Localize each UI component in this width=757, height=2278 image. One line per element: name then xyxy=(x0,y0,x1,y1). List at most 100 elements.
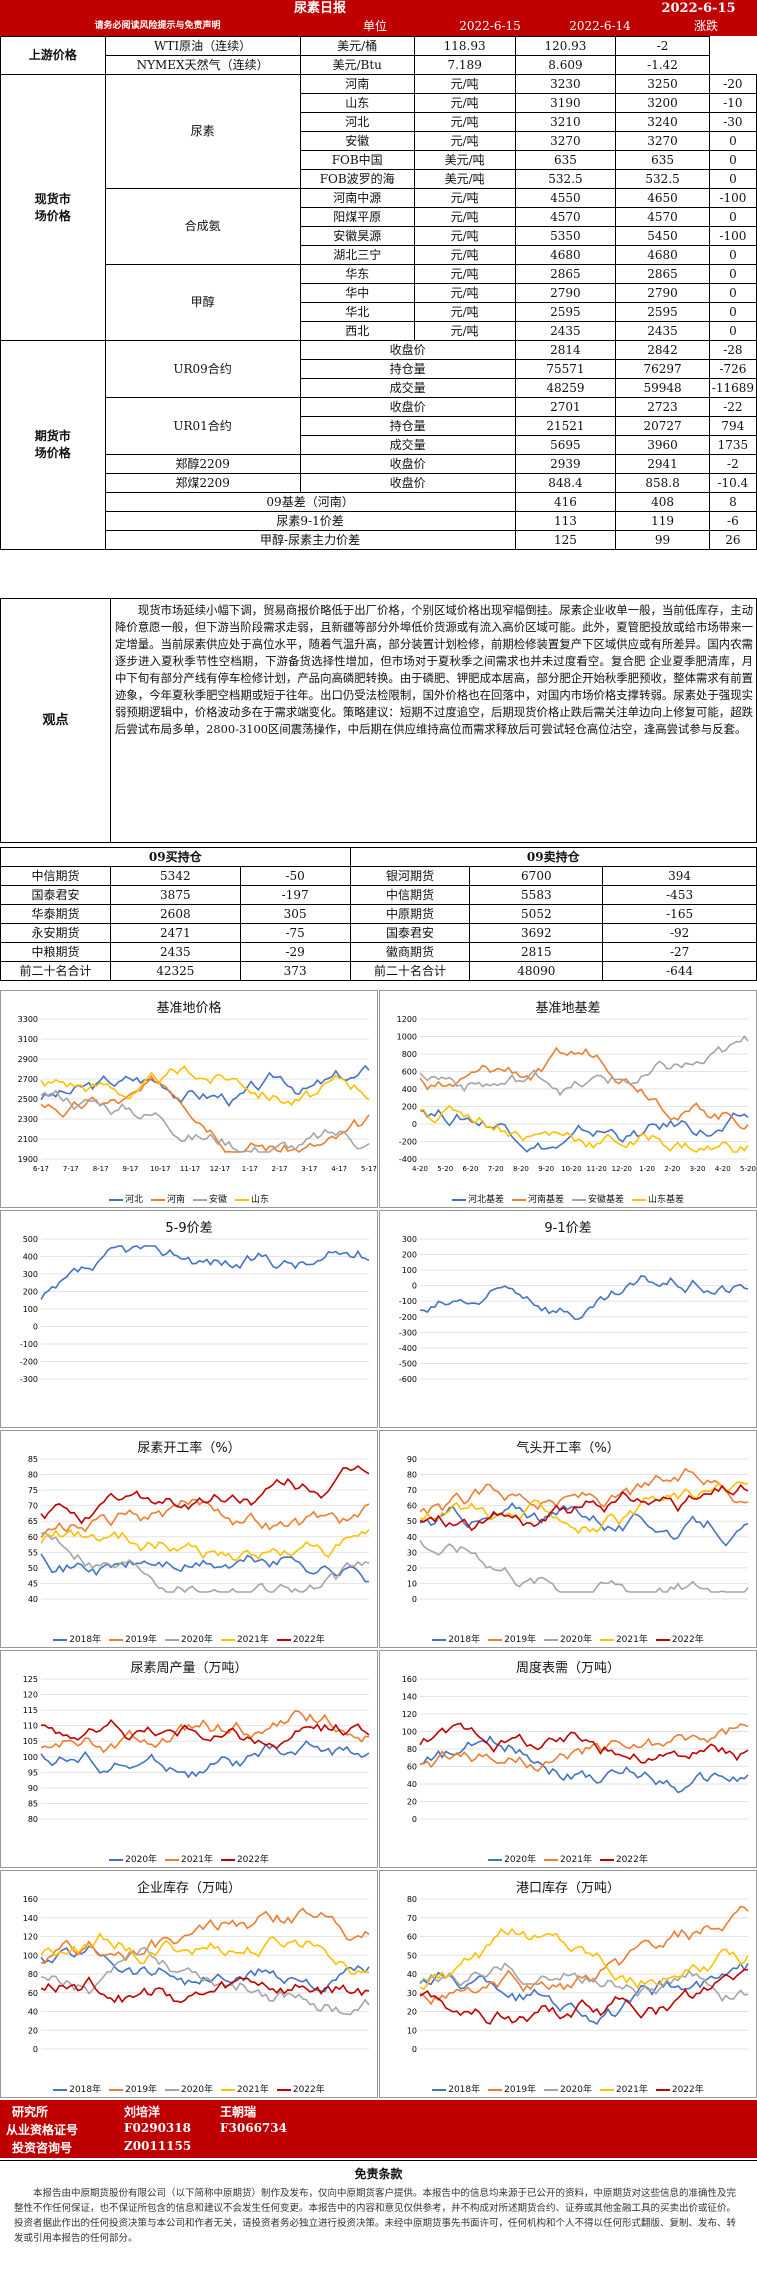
positions-grid: 09买持仓 09卖持仓 中信期货 5342 -50 银河期货 6700 394 国泰君安 3875… xyxy=(0,847,757,981)
col-date1: 2022-6-15 xyxy=(459,19,521,33)
legend-swatch xyxy=(220,1858,235,1861)
sell-chg: -644 xyxy=(602,961,757,981)
table-row: NYMEX天然气（连续） 美元/Btu 7.189 8.609 -1.42 xyxy=(1,55,757,75)
y-tick-label: 2300 xyxy=(18,1115,38,1124)
y-tick-label: 120 xyxy=(402,1710,417,1719)
sell-chg: -92 xyxy=(602,923,757,943)
legend-swatch xyxy=(108,1198,123,1201)
legend-item: 2018年 xyxy=(53,1635,101,1645)
sell-chg: -453 xyxy=(602,885,757,905)
legend-swatch xyxy=(544,1638,559,1641)
legend-label: 河北基差 xyxy=(467,1195,504,1205)
chart-panel: 尿素开工率（%） 85 80 75 70 65 60 55 50 45 40 2018年 2019年 20… xyxy=(0,1430,378,1648)
x-tick-label: 4-20 xyxy=(412,1165,428,1173)
table-row: 前二十名合计 42325 373 前二十名合计 48090 -644 xyxy=(0,961,757,981)
sell-name: 国泰君安 xyxy=(349,923,471,943)
y-tick-label: 2100 xyxy=(18,1135,38,1144)
series-line xyxy=(40,1528,370,1562)
legend-swatch xyxy=(655,2088,670,2091)
chart-panel: 5-9价差 500 400 300 200 100 0 -100 -200 -300 xyxy=(0,1210,378,1428)
sell-v: 5052 xyxy=(469,904,604,924)
row-name: 华中 xyxy=(299,283,415,303)
y-tick-label: 800 xyxy=(402,1050,417,1059)
row-name: 持仓量 xyxy=(299,416,516,436)
x-tick-label: 10-17 xyxy=(150,1165,170,1173)
row-value-d2: 8.609 xyxy=(514,55,617,75)
y-tick-label: 115 xyxy=(23,1706,38,1715)
row-value-d2: 3240 xyxy=(615,112,710,132)
y-tick-label: 0 xyxy=(412,1815,417,1824)
row-value-d1: 4680 xyxy=(514,245,617,265)
row-name: 收盘价 xyxy=(299,473,516,493)
y-tick-label: 70 xyxy=(28,1502,38,1511)
x-tick-label: 6-20 xyxy=(463,1165,479,1173)
row-change: 1735 xyxy=(708,435,757,455)
sell-chg: -27 xyxy=(602,942,757,962)
y-tick-label: 80 xyxy=(28,1815,38,1824)
legend-item: 2022年 xyxy=(276,2085,325,2095)
sell-v: 6700 xyxy=(469,866,604,886)
legend-item: 河北 xyxy=(108,1195,143,1205)
positions-section: 09买持仓 09卖持仓 中信期货 5342 -50 银河期货 6700 394 国泰君安 3875… xyxy=(0,847,757,981)
buy-title: 09买持仓 xyxy=(0,847,351,867)
table-row: 郑醇2209 收盘价 2939 2941 -2 xyxy=(1,454,757,474)
row-name: 西北 xyxy=(299,321,415,341)
row-value-d1: 7.189 xyxy=(413,55,516,75)
row-value-d1: 2701 xyxy=(514,397,617,417)
row-name: 湖北三宁 xyxy=(299,245,415,265)
row-value-d1: 75571 xyxy=(514,359,617,379)
legend-label: 2020年 xyxy=(504,1855,537,1865)
y-tick-label: 120 xyxy=(23,1691,38,1700)
series-line xyxy=(40,1089,370,1153)
series-line xyxy=(419,1035,749,1097)
buy-chg: -75 xyxy=(239,923,351,943)
row-change: -100 xyxy=(708,226,757,246)
chart-title: 基准地基差 xyxy=(535,1001,601,1016)
chart-svg: 160 140 120 100 80 60 40 20 0 xyxy=(402,1675,749,1824)
row-unit: 元/吨 xyxy=(413,264,516,284)
legend-label: 2020年 xyxy=(125,1855,158,1865)
sell-chg: 394 xyxy=(602,866,757,886)
row-value-d2: 4650 xyxy=(615,188,710,208)
row-value-d1: 5695 xyxy=(514,435,617,455)
legend-swatch xyxy=(544,2088,559,2091)
sell-chg: -165 xyxy=(602,904,757,924)
legend-label: 2021年 xyxy=(236,2085,269,2095)
y-tick-label: 100 xyxy=(402,1728,417,1737)
group-name: 郑煤2209 xyxy=(104,473,301,493)
y-tick-label: 50 xyxy=(28,1564,38,1573)
chart-svg: 90 80 70 60 50 40 30 20 10 0 xyxy=(407,1455,749,1604)
row-change: 794 xyxy=(708,416,757,436)
row-name: 甲醇-尿素主力价差 xyxy=(104,530,516,550)
legend-swatch xyxy=(488,2088,503,2091)
y-tick-label: 40 xyxy=(407,1970,417,1979)
y-tick-label: 200 xyxy=(402,1103,417,1112)
y-tick-label: 20 xyxy=(407,1798,417,1807)
row-value-d2: 2595 xyxy=(615,302,710,322)
legend-label: 2018年 xyxy=(448,1635,481,1645)
view-label: 观点 xyxy=(1,599,111,842)
charts-section: 基准地价格 3300 3100 2900 2700 2500 2300 2100 1900 6-1… xyxy=(0,990,757,2100)
x-tick-label: 7-20 xyxy=(488,1165,504,1173)
legend-label: 2020年 xyxy=(181,2085,213,2095)
row-change: -10.4 xyxy=(708,473,757,493)
y-tick-label: 80 xyxy=(28,1471,38,1480)
row-unit: 元/吨 xyxy=(413,188,516,208)
row-unit: 元/吨 xyxy=(413,131,516,151)
section-label-spot: 现货市场价格 xyxy=(0,74,106,341)
chart-legend: 河北基差 河南基差 安徽基差 山东基差 xyxy=(380,1192,756,1205)
buy-v: 42325 xyxy=(109,961,241,981)
y-tick-label: 1000 xyxy=(397,1033,417,1042)
y-tick-label: 0 xyxy=(33,2045,38,2054)
y-tick-label: 110 xyxy=(23,1722,38,1731)
y-tick-label: -300 xyxy=(399,1328,417,1337)
y-tick-label: 0 xyxy=(33,1323,38,1332)
row-value-d1: 2595 xyxy=(514,302,617,322)
legend-swatch xyxy=(220,1638,235,1641)
row-change: -10 xyxy=(708,93,757,113)
row-name: 尿素9-1价差 xyxy=(104,511,516,531)
legend-swatch xyxy=(655,1638,670,1641)
x-tick-label: 6-17 xyxy=(33,1165,49,1173)
series-line xyxy=(419,1502,749,1547)
row-value-d2: 3250 xyxy=(615,74,710,94)
